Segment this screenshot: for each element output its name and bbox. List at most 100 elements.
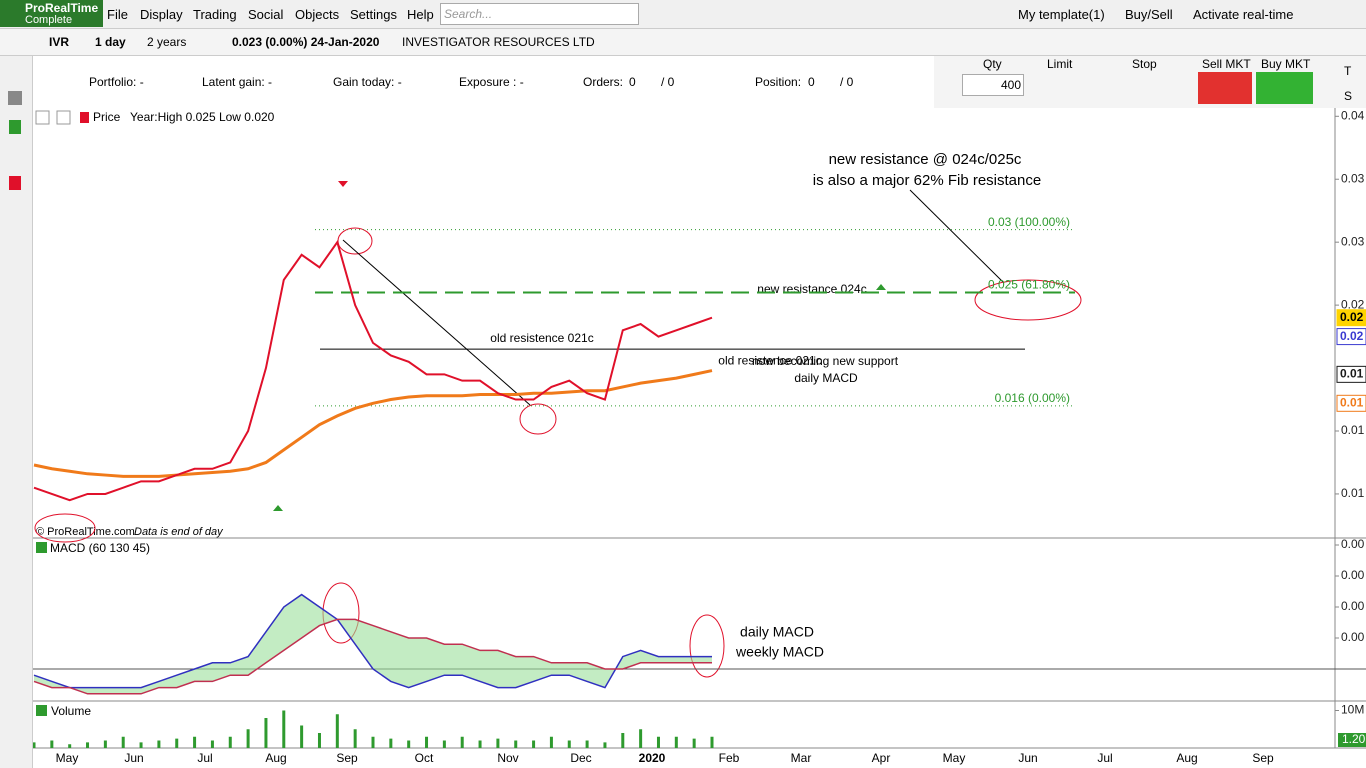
menu-item[interactable]: File	[107, 7, 128, 22]
menu-bar: ProRealTime Complete File Display Trading So…	[0, 0, 1366, 29]
highlight-ellipse	[519, 403, 557, 435]
price-tag	[1336, 394, 1366, 412]
buy-button[interactable]	[1256, 72, 1313, 104]
y-tick-label: 0.03	[1341, 171, 1365, 185]
y-tick-label: 0.01	[1341, 486, 1365, 500]
qty-input[interactable]: 400	[962, 74, 1024, 96]
y-tick-label: 0.00	[1341, 537, 1365, 551]
volume-bar	[157, 740, 161, 748]
y-tick-label: 0.00	[1341, 599, 1365, 613]
template-menu[interactable]: My template(1)	[1018, 7, 1105, 22]
x-tick-label: Aug	[265, 751, 286, 765]
annotation: daily MACD	[740, 624, 814, 640]
volume-bar	[710, 736, 714, 748]
volume-bar	[228, 736, 232, 748]
volume-bar	[300, 725, 304, 748]
volume-bar	[282, 710, 286, 748]
annotation: new resistance 024c	[757, 282, 866, 296]
y-tick-label: 0.03	[1341, 234, 1365, 248]
tool-icon[interactable]	[9, 120, 21, 134]
highlight-ellipse	[974, 279, 1082, 321]
arrow-up	[273, 505, 283, 518]
volume-bar	[496, 738, 500, 748]
x-tick-label: Aug	[1176, 751, 1197, 765]
orders-count: 0	[629, 75, 636, 89]
volume-bar	[193, 736, 197, 748]
expand-button[interactable]	[56, 110, 71, 125]
volume-bar	[86, 742, 90, 748]
account-bar: Portfolio: - Latent gain: - Gain today: …	[33, 56, 933, 108]
volume-tag	[1338, 733, 1366, 747]
search-box[interactable]: Search...	[440, 3, 639, 25]
menu-item[interactable]: Trading	[193, 7, 237, 22]
search-placeholder: Search...	[444, 7, 493, 21]
annotation: now becoming new support	[752, 354, 899, 368]
volume-bar	[32, 742, 36, 748]
volume-legend-swatch	[36, 705, 47, 716]
instrument-name: INVESTIGATOR RESOURCES LTD	[402, 35, 595, 49]
price-tag-label: 0.02	[1340, 329, 1364, 343]
price-tag	[1336, 365, 1366, 383]
macd-weekly	[33, 618, 712, 695]
volume-title: Volume	[51, 704, 91, 718]
x-tick-label: May	[56, 751, 79, 765]
gain-today: Gain today: -	[333, 75, 402, 89]
annotation-pointer	[909, 189, 1005, 284]
volume-bar	[103, 740, 107, 748]
highlight-ellipse	[689, 614, 725, 678]
limit-buy-button[interactable]	[1030, 71, 1060, 101]
fib-label: 0.03 (100.00%)	[988, 215, 1070, 229]
sell-label: Sell MKT	[1202, 57, 1251, 71]
range[interactable]: 2 years	[147, 35, 187, 49]
volume-bar	[407, 740, 411, 748]
tool-icon[interactable]	[9, 176, 21, 190]
interval[interactable]: 1 day	[95, 35, 126, 49]
volume-bar	[621, 733, 625, 748]
x-tick-label: Dec	[570, 751, 591, 765]
option-s[interactable]: S	[1344, 89, 1353, 103]
drawing-toolbar	[0, 56, 33, 768]
y-tick-label: 0.00	[1341, 568, 1365, 582]
x-tick-label: Jun	[124, 751, 143, 765]
menu-item[interactable]: Settings	[350, 7, 397, 22]
volume-bar	[139, 742, 143, 748]
y-tick-label: 0.04	[1341, 108, 1365, 122]
menu-item[interactable]: Help	[407, 7, 434, 22]
stop-label: Stop	[1132, 57, 1157, 71]
x-tick-label: May	[943, 751, 966, 765]
volume-bar	[246, 729, 250, 748]
volume-bar	[317, 733, 321, 748]
x-tick-label: 2020	[639, 751, 666, 765]
realtime-button[interactable]: Activate real-time	[1193, 7, 1294, 22]
macd-daily	[33, 593, 712, 689]
menu-item[interactable]: Social	[248, 7, 284, 22]
volume-bar	[567, 740, 571, 748]
macd-title: MACD (60 130 45)	[50, 541, 150, 555]
y-tick-label: 10M	[1341, 703, 1364, 717]
menu-item[interactable]: Objects	[295, 7, 340, 22]
x-tick-label: Apr	[872, 751, 891, 765]
sell-button[interactable]	[1198, 72, 1252, 104]
app-name: ProRealTime	[25, 1, 99, 15]
fib-label: 0.025 (61.80%)	[988, 278, 1070, 292]
collapse-button[interactable]	[35, 110, 50, 125]
buy-sell-toggle[interactable]: Buy/Sell	[1125, 7, 1173, 22]
menu-item[interactable]: Display	[140, 7, 183, 22]
edition: Complete	[25, 14, 73, 26]
position-label: Position:	[755, 75, 802, 89]
toolbar: IVR 1 day 2 years 0.023 (0.00%) 24-Jan-2…	[0, 29, 1366, 56]
annotation: daily MACD	[794, 371, 858, 385]
volume-bar	[264, 718, 268, 748]
option-t[interactable]: T	[1344, 64, 1352, 78]
y-tick-label: 0.02	[1341, 297, 1365, 311]
volume-bar	[478, 740, 482, 748]
arrow-up	[876, 284, 886, 298]
annotation: old resistence 021c	[490, 331, 593, 345]
tool-icon[interactable]	[8, 91, 22, 105]
volume-bar	[50, 740, 54, 748]
volume-bar	[549, 736, 553, 748]
ticker[interactable]: IVR	[49, 35, 70, 49]
note: Data is end of day	[134, 526, 224, 538]
